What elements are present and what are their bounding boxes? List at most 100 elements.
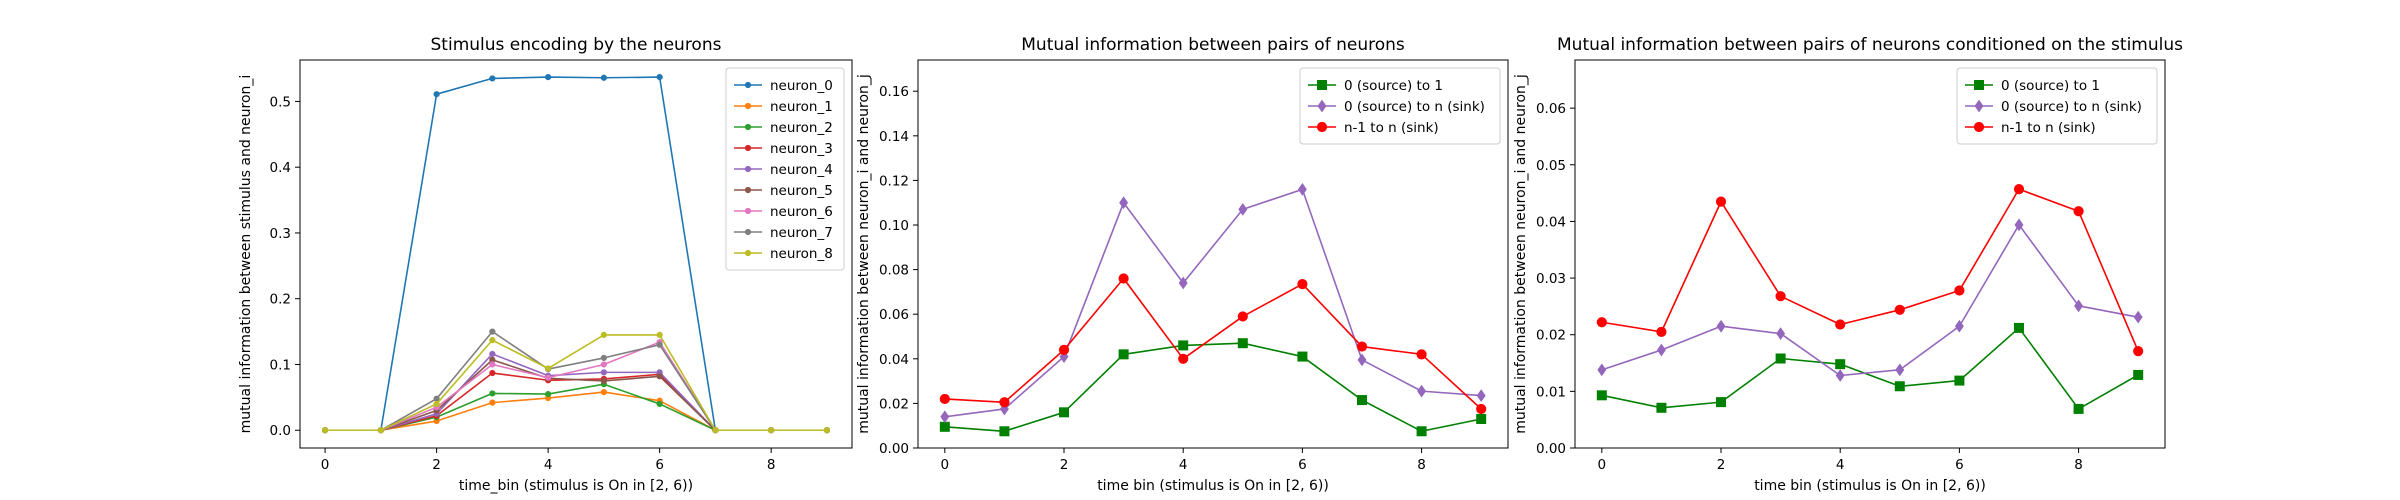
legend-item: neuron_3 xyxy=(734,141,833,157)
x-tick-label: 8 xyxy=(2074,457,2083,473)
series-line xyxy=(944,188,1482,418)
data-point xyxy=(940,410,950,424)
legend-item: 0 (source) to n (sink) xyxy=(1308,99,1485,115)
series-2 xyxy=(1597,218,2143,382)
chart-title: Mutual information between pairs of neur… xyxy=(1557,35,2183,55)
data-point xyxy=(600,361,607,368)
data-point xyxy=(2013,322,2024,333)
series-line xyxy=(944,342,1482,433)
y-tick-label: 0.06 xyxy=(1536,101,1566,117)
legend-label: 0 (source) to 1 xyxy=(1344,78,1443,94)
legend-item: neuron_4 xyxy=(734,162,833,178)
legend-swatch-marker xyxy=(744,81,752,89)
data-point xyxy=(1476,403,1487,415)
legend-label: 0 (source) to n (sink) xyxy=(2001,99,2142,115)
data-point xyxy=(1835,359,1846,370)
legend-swatch-marker xyxy=(744,207,752,215)
data-point xyxy=(1356,395,1367,406)
y-tick-label: 0.03 xyxy=(1536,271,1566,287)
data-point xyxy=(489,361,496,368)
data-point xyxy=(1119,196,1129,210)
data-point xyxy=(600,377,607,385)
y-tick-label: 0.00 xyxy=(1536,441,1566,457)
y-tick-label: 0.06 xyxy=(879,307,909,323)
series-line xyxy=(1601,188,2139,352)
data-point xyxy=(1476,414,1487,425)
y-tick-label: 0.02 xyxy=(879,396,909,412)
chart-panel-3: Mutual information between pairs of neur… xyxy=(1513,35,2183,494)
y-tick-label: 0.08 xyxy=(879,263,909,279)
legend-label: neuron_8 xyxy=(770,246,833,262)
data-point xyxy=(1894,381,1905,392)
data-point xyxy=(545,73,552,81)
x-tick-label: 6 xyxy=(1955,457,1964,473)
legend-item: 0 (source) to 1 xyxy=(1965,78,2100,94)
data-point xyxy=(1716,397,1727,408)
legend-swatch-marker xyxy=(744,123,752,131)
legend-item: neuron_6 xyxy=(734,204,833,220)
legend-item: 0 (source) to n (sink) xyxy=(1965,99,2142,115)
data-point xyxy=(1238,203,1248,216)
data-point xyxy=(2133,369,2144,380)
legend-label: neuron_7 xyxy=(770,225,833,241)
data-point xyxy=(1356,341,1368,352)
axes-frame xyxy=(1574,59,2166,449)
data-point xyxy=(1297,182,1307,196)
data-point xyxy=(489,399,496,406)
x-axis-label: time_bin (stimulus is On in [2, 6)) xyxy=(459,478,693,494)
data-point xyxy=(1895,363,1905,377)
axes-frame xyxy=(299,59,853,449)
y-tick-label: 0.02 xyxy=(1536,328,1566,344)
axes-frame xyxy=(917,59,1509,449)
data-point xyxy=(656,73,663,81)
data-point xyxy=(712,427,719,434)
data-point xyxy=(2133,310,2143,324)
x-tick-label: 0 xyxy=(321,457,330,473)
data-point xyxy=(1178,353,1189,364)
x-tick-label: 2 xyxy=(432,457,441,473)
data-point xyxy=(656,373,663,380)
legend-item: neuron_5 xyxy=(734,183,833,199)
data-point xyxy=(939,393,950,405)
data-point xyxy=(545,390,552,398)
legend-swatch-marker xyxy=(744,228,752,236)
y-tick-label: 0.14 xyxy=(879,129,909,145)
data-point xyxy=(1894,304,1905,315)
legend-swatch-marker xyxy=(1317,99,1327,113)
plot-area xyxy=(939,182,1487,437)
legend-label: neuron_5 xyxy=(770,183,833,199)
data-point xyxy=(1775,353,1786,364)
series-3 xyxy=(1596,184,2144,357)
y-tick-label: 0.04 xyxy=(879,352,909,368)
legend-label: n-1 to n (sink) xyxy=(1344,120,1439,136)
x-tick-label: 2 xyxy=(1717,457,1726,473)
data-point xyxy=(1656,402,1667,413)
x-tick-label: 0 xyxy=(1598,457,1607,473)
data-point xyxy=(600,331,607,338)
data-point xyxy=(1954,319,1964,333)
data-point xyxy=(1237,311,1248,322)
legend-swatch-marker xyxy=(1317,80,1327,90)
data-point xyxy=(1776,327,1786,340)
x-tick-label: 2 xyxy=(1060,457,1069,473)
series-1 xyxy=(1596,322,2144,414)
legend-label: neuron_4 xyxy=(770,162,833,178)
data-point xyxy=(939,421,950,432)
legend: neuron_0 neuron_1 neuron_2 neuron_3 neuron_4… xyxy=(725,67,845,271)
data-point xyxy=(600,389,607,396)
y-tick-label: 0.4 xyxy=(270,160,291,176)
y-tick-label: 0.04 xyxy=(1536,214,1566,230)
x-tick-label: 6 xyxy=(655,457,664,473)
data-point xyxy=(321,427,329,434)
y-tick-label: 0.05 xyxy=(1536,158,1566,174)
y-axis-label: mutual information between stimulus and … xyxy=(238,75,254,434)
data-point xyxy=(1775,291,1786,302)
data-point xyxy=(823,427,831,434)
data-point xyxy=(1417,384,1427,398)
data-point xyxy=(656,341,663,348)
legend-swatch-marker xyxy=(1974,80,1984,90)
legend-label: neuron_2 xyxy=(770,120,833,136)
data-point xyxy=(1416,349,1427,360)
data-point xyxy=(489,369,496,377)
legend-swatch-marker xyxy=(1316,121,1328,133)
